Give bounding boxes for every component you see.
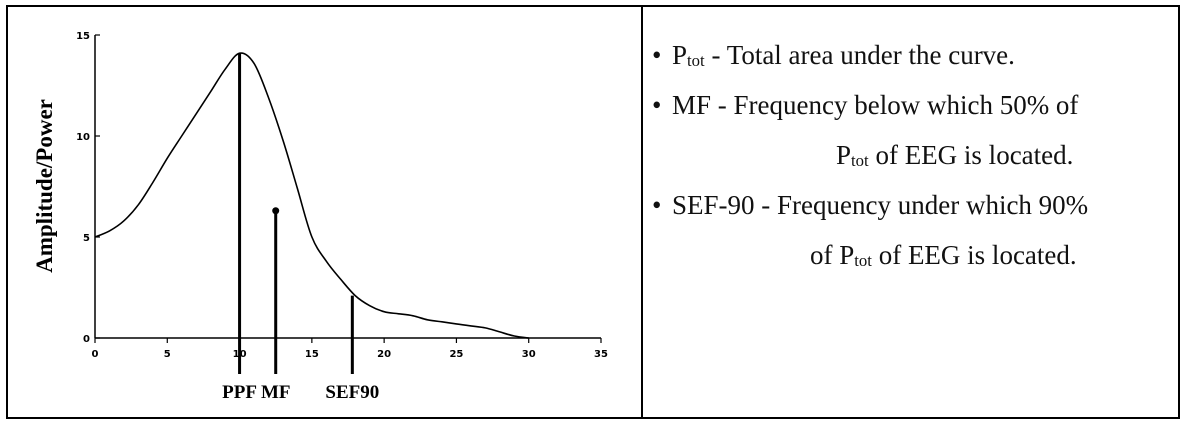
ptot-text: - Total area under the curve. [704, 40, 1015, 70]
x-tick-label: 5 [164, 349, 171, 360]
definition-mf-cont: Ptot of EEG is located. [836, 140, 1073, 171]
x-tick-label: 35 [594, 349, 608, 360]
x-tick-label: 20 [377, 349, 391, 360]
ptot-subscript: tot [687, 51, 705, 70]
ptot-subscript: tot [854, 251, 872, 270]
bullet-icon: • [652, 90, 662, 120]
y-tick-label: 10 [76, 132, 90, 143]
definition-sef90: • SEF-90 - Frequency under which 90% [652, 190, 1088, 221]
marker-label-ppf: PPF [222, 382, 257, 403]
ptot-symbol: P [672, 40, 688, 70]
x-tick-label: 25 [449, 349, 463, 360]
y-tick-label: 0 [83, 334, 90, 345]
bullet-icon: • [652, 190, 662, 220]
y-tick-label: 5 [83, 233, 90, 244]
sef90-text: SEF-90 - Frequency under which 90% [672, 190, 1089, 220]
power-spectrum-line [94, 52, 529, 339]
ptot-subscript: tot [851, 151, 869, 170]
sef90-cont-text: of EEG is located. [871, 240, 1077, 270]
ptot-symbol: P [836, 140, 852, 170]
definition-sef90-cont: of Ptot of EEG is located. [810, 240, 1077, 271]
spectral-markers: PPF MF SEF90 [222, 53, 379, 403]
y-axis-label: Amplitude/Power [32, 99, 57, 273]
x-tick-label: 0 [92, 349, 99, 360]
panel-divider [641, 5, 643, 419]
figure-frame [6, 5, 1180, 419]
y-ticks: 0 5 10 15 [76, 31, 100, 345]
ptot-symbol: P [839, 240, 855, 270]
y-tick-label: 15 [76, 31, 90, 42]
mf-cont-text: of EEG is located. [868, 140, 1074, 170]
definition-mf: • MF - Frequency below which 50% of [652, 90, 1078, 121]
of-text: of [810, 240, 840, 270]
marker-dot-mf [272, 207, 280, 215]
marker-label-sef90: SEF90 [325, 382, 379, 403]
definition-ptot: • Ptot - Total area under the curve. [652, 40, 1015, 71]
x-ticks: 05101520253035 [92, 338, 608, 360]
mf-text: MF - Frequency below which 50% of [672, 90, 1079, 120]
x-tick-label: 30 [522, 349, 536, 360]
x-tick-label: 15 [305, 349, 319, 360]
bullet-icon: • [652, 40, 662, 70]
marker-label-mf: MF [261, 382, 291, 403]
